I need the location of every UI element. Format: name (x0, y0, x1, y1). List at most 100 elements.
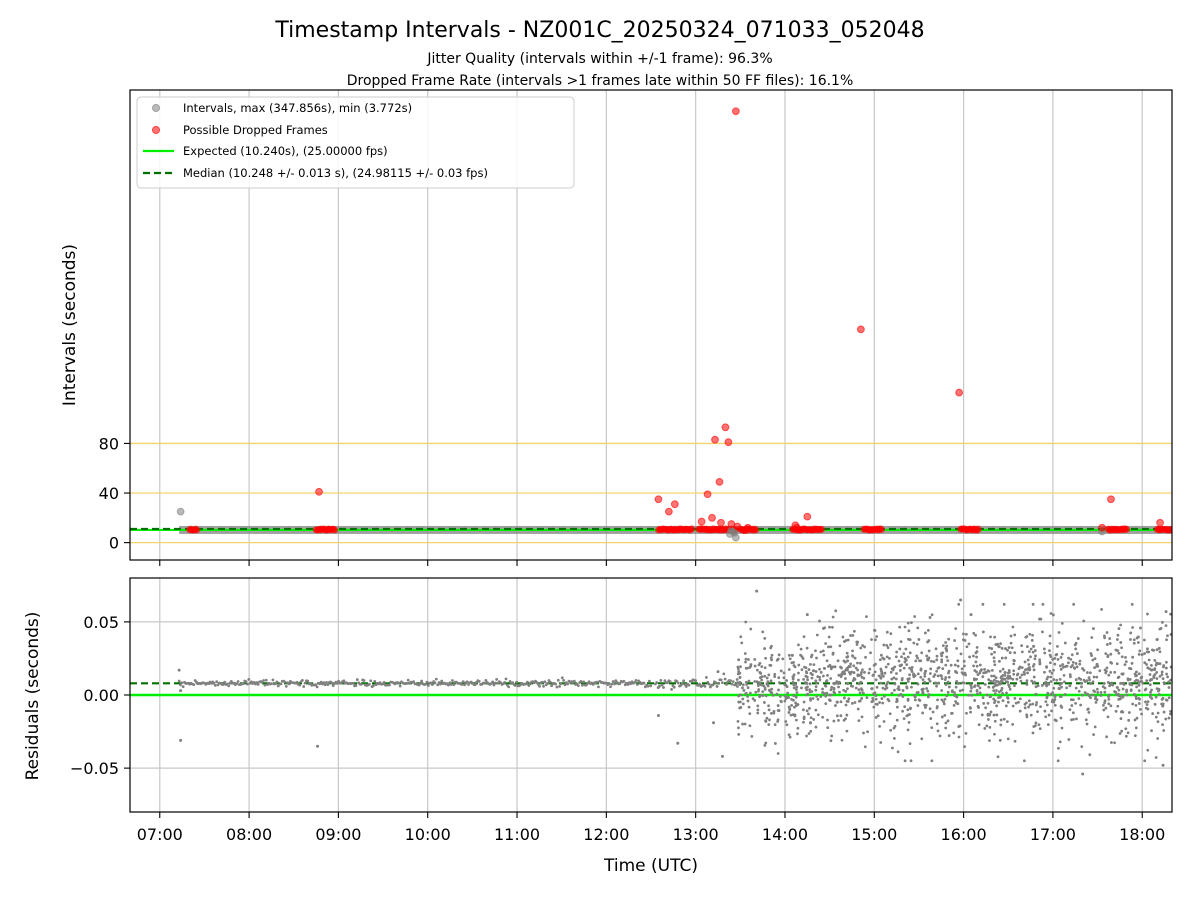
residual-point (955, 646, 959, 650)
residual-point (882, 657, 886, 661)
residual-point (809, 662, 812, 666)
residual-point (1053, 662, 1057, 666)
residual-point (736, 720, 740, 723)
residual-point (756, 711, 760, 715)
residual-point (1004, 656, 1008, 660)
residual-point (1051, 657, 1055, 661)
residual-point (804, 666, 808, 670)
residual-point (1007, 646, 1011, 649)
residual-point (875, 685, 879, 689)
residual-point (362, 679, 366, 682)
residual-point (1160, 673, 1164, 677)
residual-point (1156, 711, 1160, 715)
residual-point (1002, 717, 1006, 721)
residual-point (1071, 711, 1075, 715)
residual-point (1034, 721, 1038, 725)
residual-point (993, 650, 996, 654)
residual-point (1000, 680, 1004, 684)
residual-point (1162, 710, 1166, 714)
residual-point (1001, 692, 1004, 695)
residual-point (916, 672, 920, 676)
residual-point (806, 678, 810, 682)
residual-point (668, 680, 672, 683)
residual-point (963, 745, 967, 749)
residual-point (764, 694, 768, 698)
residual-point (397, 681, 401, 685)
dropped-frame-point (703, 490, 712, 499)
x-tick-label: 10:00 (405, 825, 451, 844)
residual-point (555, 685, 559, 689)
residual-point (758, 693, 762, 697)
residual-point (843, 672, 847, 676)
residual-point (1075, 652, 1079, 655)
residual-point (944, 647, 948, 650)
residual-point (940, 677, 944, 681)
residual-point (917, 698, 921, 702)
residual-point (1116, 638, 1119, 641)
residual-point (995, 689, 998, 692)
residual-point (1080, 685, 1083, 689)
residual-point (840, 666, 843, 670)
residual-point (750, 734, 754, 738)
residual-point (1145, 663, 1148, 666)
residual-point (887, 699, 891, 703)
residual-point (1107, 695, 1110, 699)
residual-point (811, 673, 814, 677)
legend-box (136, 96, 575, 189)
residual-point (760, 683, 763, 687)
residual-point (687, 683, 691, 687)
residual-point (622, 679, 626, 683)
residual-point (999, 723, 1003, 727)
residual-point (889, 643, 892, 647)
dropped-frame-point (856, 325, 865, 334)
residual-point (792, 694, 796, 698)
residual-point (256, 682, 260, 686)
residual-point (880, 672, 884, 676)
residual-point (814, 708, 818, 712)
residual-point (1045, 695, 1049, 699)
residual-point (722, 672, 726, 676)
residual-point (842, 659, 846, 663)
residual-point (809, 729, 813, 733)
residual-point (879, 681, 883, 685)
residual-point (1083, 680, 1087, 684)
residual-point (1153, 668, 1157, 672)
residual-point (975, 645, 979, 649)
residual-point (941, 667, 945, 670)
residual-point (1165, 660, 1168, 664)
residual-point (974, 660, 978, 664)
residual-outlier (179, 738, 183, 742)
residual-point (937, 681, 940, 685)
residual-point (748, 666, 752, 669)
residual-point (676, 681, 680, 685)
residual-point (804, 670, 808, 674)
residual-point (998, 695, 1002, 699)
residual-point (802, 700, 806, 704)
residual-point (1008, 651, 1012, 655)
residual-point (812, 669, 816, 673)
residual-point (965, 711, 968, 715)
residual-point (743, 652, 747, 655)
residual-point (851, 684, 854, 688)
x-tick-label: 12:00 (583, 825, 629, 844)
residual-point (1006, 674, 1010, 678)
intervals-y-tick-label: 0 (109, 534, 119, 553)
residual-point (1143, 652, 1146, 655)
residual-point (860, 687, 863, 691)
residual-point (838, 644, 842, 648)
residual-point (760, 678, 764, 682)
residual-point (824, 702, 828, 706)
residual-point (885, 630, 889, 634)
residual-point (913, 695, 917, 699)
residual-point (796, 703, 800, 706)
residual-point (1074, 701, 1077, 705)
residual-point (1096, 664, 1100, 668)
residual-point (947, 734, 951, 737)
residual-point (788, 735, 792, 739)
residual-point (795, 685, 799, 689)
dropped-frame-point (721, 423, 730, 432)
residual-point (1105, 631, 1109, 634)
residual-point (997, 644, 1000, 648)
residual-point (805, 734, 808, 738)
residual-point (992, 660, 996, 663)
